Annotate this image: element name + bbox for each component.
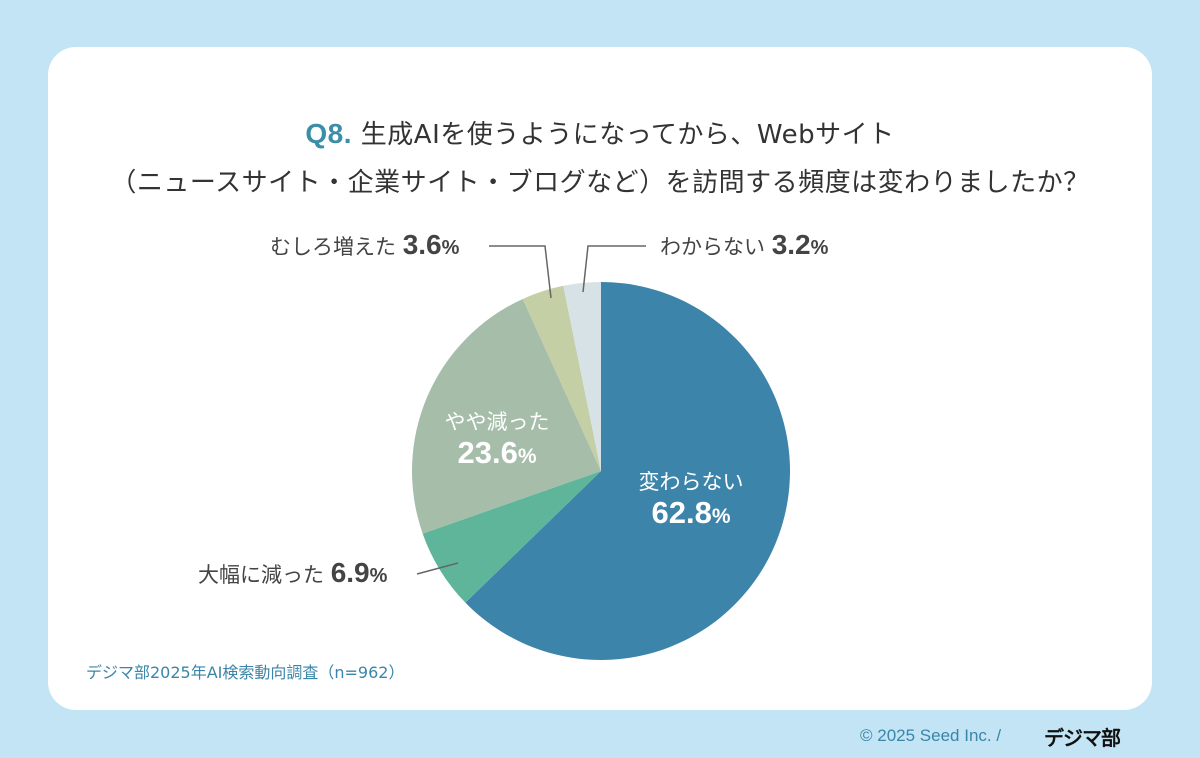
label-slightly-decreased: やや減った 23.6% bbox=[432, 406, 562, 474]
label-value: 3.2% bbox=[771, 229, 829, 260]
label-name: 変わらない bbox=[638, 470, 744, 494]
label-name: むしろ増えた bbox=[270, 235, 396, 259]
leader-line-unknown bbox=[582, 245, 646, 293]
label-increased: むしろ増えた 3.6% bbox=[270, 229, 459, 261]
pie-slice bbox=[465, 282, 790, 660]
label-value: 3.6% bbox=[402, 229, 460, 260]
label-name: 大幅に減った bbox=[198, 563, 324, 587]
label-unchanged: 変わらない 62.8% bbox=[626, 466, 756, 534]
label-unknown: わからない 3.2% bbox=[660, 229, 828, 261]
label-name: わからない bbox=[660, 235, 765, 259]
brand-logo: デジマ部 bbox=[1044, 726, 1121, 750]
chart-title-line2: （ニュースサイト・企業サイト・ブログなど）を訪問する頻度は変わりましたか？ bbox=[110, 168, 1090, 198]
pie-slice bbox=[412, 298, 601, 534]
leader-line-greatly-decreased bbox=[416, 562, 459, 575]
pie-slice bbox=[522, 285, 601, 471]
label-value: 23.6% bbox=[457, 435, 537, 470]
chart-title-line1: Q8. 生成AIを使うようになってから、Webサイト bbox=[0, 114, 1200, 151]
label-name: やや減った bbox=[444, 410, 550, 434]
pie-slice bbox=[563, 282, 601, 471]
label-value: 6.9% bbox=[330, 557, 388, 588]
leader-line-increased bbox=[489, 245, 552, 299]
pie-slices bbox=[412, 282, 790, 660]
source-note: デジマ部2025年AI検索動向調査（n=962） bbox=[86, 663, 405, 682]
pie-slice bbox=[422, 471, 601, 603]
question-number: Q8. bbox=[305, 118, 353, 149]
title-text-1: 生成AIを使うようになってから、Webサイト bbox=[360, 120, 895, 150]
copyright: © 2025 Seed Inc. / bbox=[860, 726, 1002, 745]
label-value: 62.8% bbox=[651, 495, 731, 530]
label-greatly-decreased: 大幅に減った 6.9% bbox=[198, 557, 387, 589]
